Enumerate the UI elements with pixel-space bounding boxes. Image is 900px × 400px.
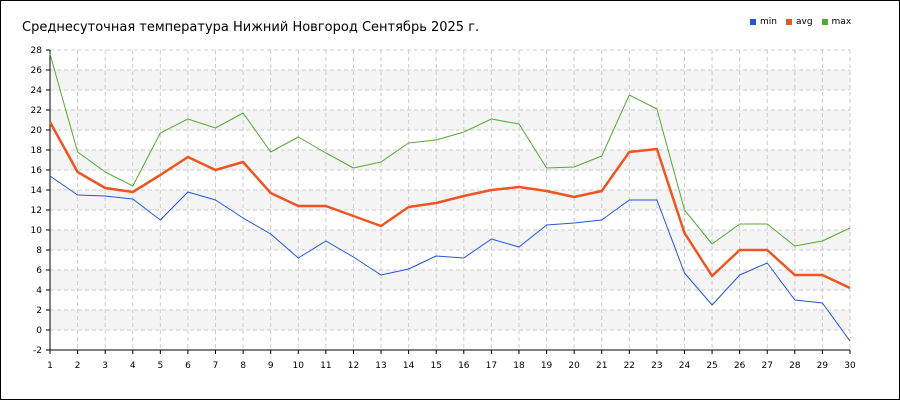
x-tick-label: 20 — [568, 361, 580, 371]
series-line-min — [49, 175, 851, 342]
x-tick-label: 29 — [817, 361, 829, 371]
x-tick-label: 30 — [844, 361, 856, 371]
x-tick-label: 4 — [130, 361, 136, 371]
grid-band — [50, 230, 850, 250]
grid-band — [50, 70, 850, 90]
y-tick-label: 22 — [31, 106, 42, 116]
chart-title: Среднесуточная температура Нижний Новгор… — [22, 20, 480, 35]
y-tick-label: 26 — [31, 66, 43, 76]
x-tick-label: 22 — [624, 361, 635, 371]
y-tick-label: 10 — [31, 226, 43, 236]
grid-band — [50, 110, 850, 130]
legend-swatch-avg — [785, 19, 792, 25]
chart-legend: min avg max — [750, 17, 851, 27]
x-tick-label: 1 — [47, 361, 53, 371]
legend-label-min: min — [760, 17, 777, 27]
y-tick-label: 18 — [31, 146, 43, 156]
x-tick-label: 13 — [375, 361, 386, 371]
x-tick-label: 2 — [75, 361, 81, 371]
x-tick-label: 5 — [157, 361, 163, 371]
x-tick-label: 27 — [762, 361, 773, 371]
x-tick-label: 14 — [403, 361, 415, 371]
x-tick-label: 26 — [734, 361, 746, 371]
grid-band — [50, 310, 850, 330]
x-tick-label: 8 — [240, 361, 246, 371]
x-tick-label: 21 — [596, 361, 607, 371]
x-tick-label: 19 — [541, 361, 553, 371]
y-tick-label: -2 — [33, 346, 42, 356]
y-tick-label: 8 — [36, 246, 42, 256]
y-tick-label: 20 — [31, 126, 43, 136]
y-tick-label: 24 — [31, 86, 43, 96]
y-tick-label: 12 — [31, 206, 42, 216]
grid-band — [50, 270, 850, 290]
x-tick-label: 6 — [185, 361, 191, 371]
x-tick-label: 11 — [320, 361, 331, 371]
legend-label-max: max — [831, 17, 852, 27]
legend-item-avg: avg — [785, 17, 813, 27]
x-tick-label: 9 — [268, 361, 274, 371]
x-tick-label: 16 — [458, 361, 470, 371]
x-tick-label: 24 — [679, 361, 691, 371]
x-tick-label: 25 — [706, 361, 717, 371]
y-tick-label: 28 — [31, 46, 43, 56]
x-tick-label: 3 — [102, 361, 108, 371]
grid-band — [50, 150, 850, 170]
y-tick-label: 16 — [31, 166, 43, 176]
series-line-avg — [48, 121, 851, 290]
x-tick-label: 10 — [293, 361, 305, 371]
series-line-max — [49, 53, 851, 247]
x-tick-label: 15 — [430, 361, 441, 371]
y-tick-label: 2 — [36, 306, 42, 316]
legend-swatch-max — [821, 19, 828, 25]
x-tick-label: 12 — [348, 361, 359, 371]
legend-item-max: max — [821, 17, 852, 27]
y-tick-label: 14 — [31, 186, 43, 196]
legend-label-avg: avg — [795, 17, 813, 27]
x-tick-label: 23 — [651, 361, 662, 371]
x-tick-label: 7 — [213, 361, 219, 371]
x-tick-label: 28 — [789, 361, 801, 371]
legend-swatch-min — [750, 19, 756, 25]
y-tick-label: 6 — [36, 266, 42, 276]
y-tick-label: 4 — [36, 286, 42, 296]
legend-item-min: min — [750, 17, 777, 27]
x-tick-label: 18 — [513, 361, 525, 371]
y-tick-label: 0 — [36, 326, 42, 336]
x-tick-label: 17 — [486, 361, 497, 371]
